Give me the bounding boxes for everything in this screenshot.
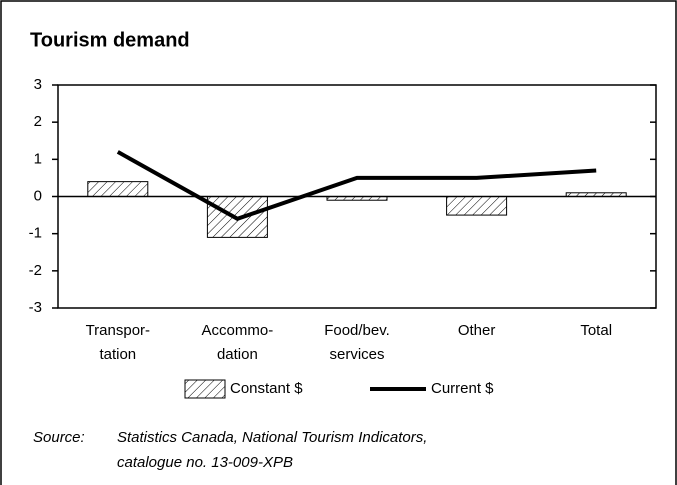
y-tick-label: 3	[34, 76, 42, 93]
bar	[87, 181, 149, 197]
bar	[446, 196, 508, 216]
x-tick-label: Total	[580, 322, 612, 339]
source-label: Source:	[33, 429, 85, 446]
x-tick-label: Other	[458, 322, 496, 339]
legend-swatch	[184, 379, 226, 399]
y-tick-label: -3	[29, 299, 42, 316]
chart-title: Tourism demand	[30, 29, 190, 51]
x-tick-label: Transpor-	[86, 322, 150, 339]
legend-label: Current $	[431, 380, 494, 397]
y-tick-label: 2	[34, 113, 42, 130]
x-tick-label: dation	[217, 346, 258, 363]
y-tick-label: -1	[29, 225, 42, 242]
source-text: Statistics Canada, National Tourism Indi…	[117, 429, 427, 446]
x-tick-label: Accommo-	[202, 322, 274, 339]
legend-label: Constant $	[230, 380, 303, 397]
y-tick-label: 0	[34, 187, 42, 204]
y-tick-label: 1	[34, 150, 42, 167]
x-tick-label: Food/bev.	[324, 322, 390, 339]
line	[116, 150, 597, 221]
y-tick-label: -2	[29, 262, 42, 279]
source-text: catalogue no. 13-009-XPB	[117, 454, 293, 471]
x-tick-label: services	[329, 346, 384, 363]
x-tick-label: tation	[99, 346, 136, 363]
